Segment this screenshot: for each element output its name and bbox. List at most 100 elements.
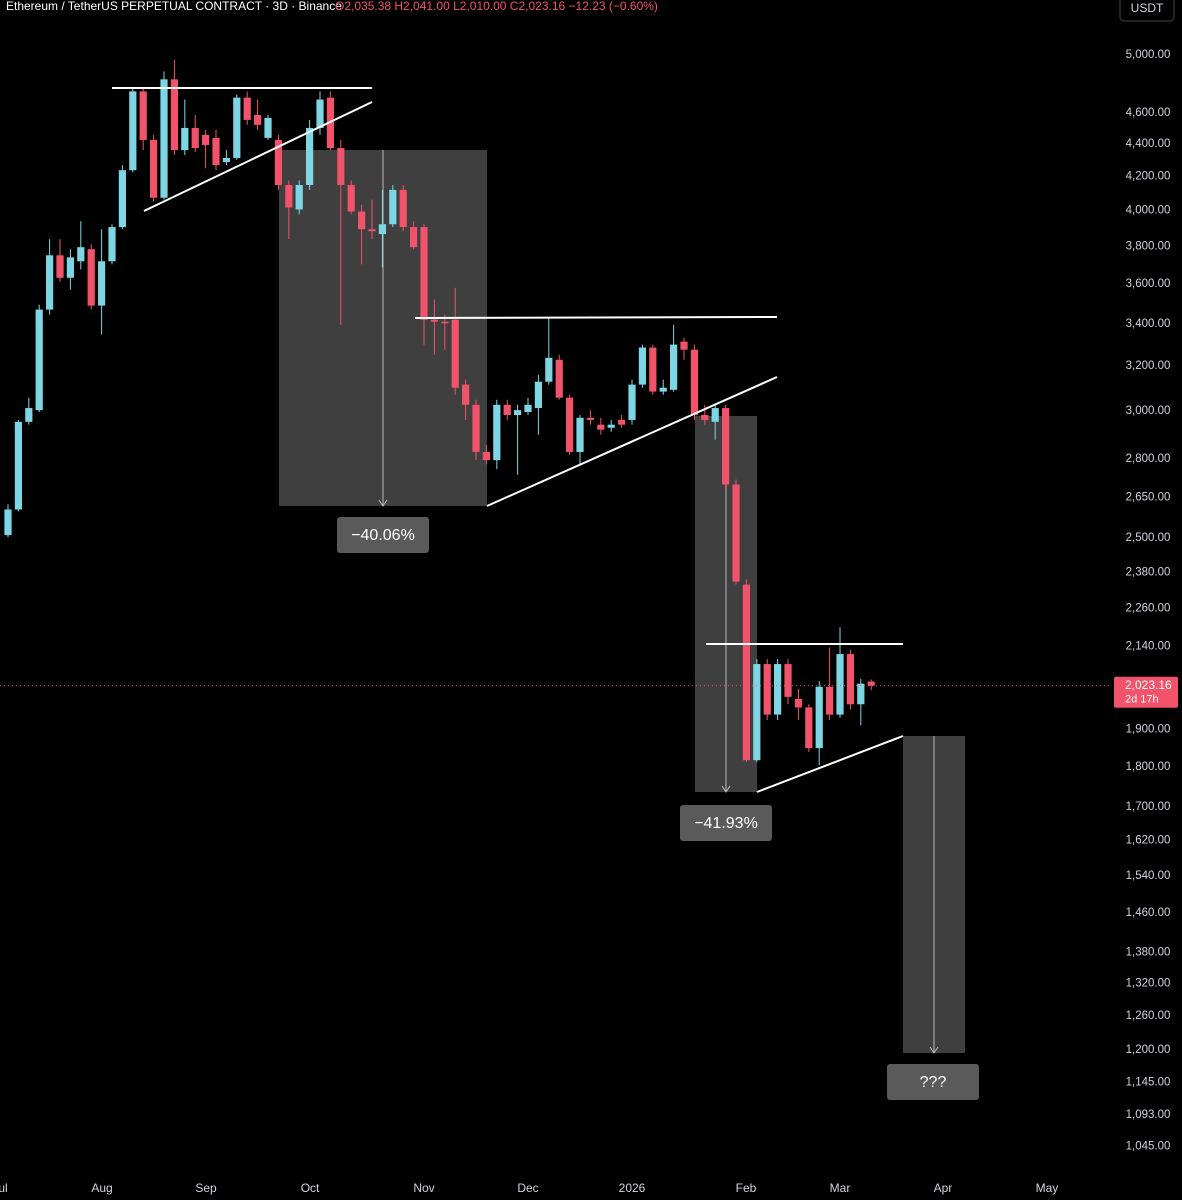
annotation-box	[680, 805, 772, 841]
candle-body	[14, 421, 23, 510]
candle-body	[56, 255, 64, 278]
currency-button[interactable]	[1119, 0, 1175, 22]
candle-body	[129, 91, 137, 171]
x-tick-label: Jul	[0, 1181, 8, 1195]
candle-body	[586, 417, 595, 420]
candle-body	[295, 185, 303, 210]
annotation-box	[887, 1064, 979, 1100]
candle-body	[742, 584, 751, 761]
candle-body	[690, 349, 699, 416]
y-tick-label: 3,600.00	[1126, 278, 1171, 290]
y-tick-label: 1,093.00	[1126, 1109, 1171, 1121]
candle-body	[482, 451, 491, 461]
arrow-head	[929, 1046, 939, 1054]
candle-body	[222, 157, 231, 163]
candle-body	[254, 115, 262, 125]
y-tick-label: 2,140.00	[1126, 641, 1171, 653]
currency-button-label[interactable]: USDT	[1131, 1, 1164, 15]
x-tick-label: Sep	[195, 1181, 217, 1195]
last-price-box	[1114, 676, 1178, 708]
candle-body	[857, 683, 865, 705]
y-tick-label: 2,650.00	[1126, 492, 1171, 504]
candle-body	[836, 654, 844, 715]
x-tick-label: Mar	[830, 1181, 851, 1195]
x-tick-label: Feb	[736, 1181, 757, 1195]
candle-body	[451, 319, 459, 388]
y-tick-label: 1,700.00	[1126, 801, 1171, 813]
candle-body	[399, 189, 407, 228]
candle-body	[420, 227, 428, 320]
y-tick-label: 3,400.00	[1126, 318, 1171, 330]
annotation-box	[337, 517, 429, 553]
candle-body	[763, 664, 771, 715]
candle-body	[66, 257, 75, 278]
candle-body	[711, 408, 719, 422]
candle-body	[805, 707, 813, 749]
candle-body	[794, 698, 803, 708]
candle-body	[77, 247, 85, 262]
x-tick-label: Nov	[413, 1181, 434, 1195]
y-tick-label: 1,620.00	[1126, 835, 1171, 847]
candle-body	[264, 117, 272, 138]
arrow-head	[721, 785, 731, 793]
y-tick-label: 4,400.00	[1126, 138, 1171, 150]
candle-body	[524, 404, 532, 412]
candle-body	[815, 686, 823, 749]
countdown-label: 2d 17h	[1125, 694, 1159, 706]
candle-body	[108, 227, 116, 262]
candle-body	[118, 170, 127, 228]
y-tick-label: 1,200.00	[1126, 1044, 1171, 1056]
candle-body	[285, 185, 293, 208]
candle-body	[98, 261, 106, 306]
candle-body	[378, 224, 387, 235]
candle-body	[368, 229, 376, 232]
candle-body	[87, 249, 95, 306]
candle-body	[670, 344, 678, 390]
candle-body	[597, 424, 605, 430]
y-tick-label: 2,800.00	[1126, 453, 1171, 465]
candle-body	[649, 347, 657, 392]
y-tick-label: 1,900.00	[1126, 724, 1171, 736]
candle-body	[316, 99, 324, 128]
y-tick-label: 4,000.00	[1126, 205, 1171, 217]
x-tick-label: Dec	[517, 1181, 538, 1195]
candles	[4, 59, 875, 766]
y-tick-label: 3,000.00	[1126, 405, 1171, 417]
candle-body	[545, 357, 553, 382]
y-tick-label: 1,460.00	[1126, 907, 1171, 919]
candle-body	[139, 91, 147, 140]
candle-body	[732, 484, 740, 582]
candle-body	[202, 134, 210, 146]
candle-body	[846, 654, 855, 705]
candle-body	[25, 408, 33, 422]
y-tick-label: 2,260.00	[1126, 603, 1171, 615]
candle-body	[358, 211, 366, 230]
candle-body	[472, 404, 480, 452]
candle-body	[607, 424, 615, 428]
trendlines	[112, 87, 904, 793]
last-price-label: 2,023.16	[1125, 678, 1172, 692]
candle-body	[410, 227, 418, 248]
candle-body	[243, 97, 251, 120]
candle-body	[389, 189, 397, 225]
candle-body	[4, 509, 12, 536]
candle-body	[680, 341, 688, 350]
y-tick-label: 5,000.00	[1126, 49, 1171, 61]
annotation: ???	[920, 1074, 947, 1091]
candle-body	[784, 664, 792, 697]
trendline	[756, 735, 904, 793]
candle-body	[170, 79, 179, 151]
candle-body	[441, 321, 449, 324]
y-tick-label: 4,200.00	[1126, 171, 1171, 183]
candle-body	[160, 79, 168, 198]
x-tick-label: Oct	[301, 1181, 320, 1195]
candle-body	[576, 417, 584, 452]
candle-body	[462, 384, 470, 405]
candle-body	[274, 139, 283, 186]
x-tick-label: 2026	[619, 1181, 646, 1195]
candle-body	[638, 347, 647, 385]
candle-body	[659, 387, 667, 392]
x-tick-label: Aug	[91, 1181, 112, 1195]
